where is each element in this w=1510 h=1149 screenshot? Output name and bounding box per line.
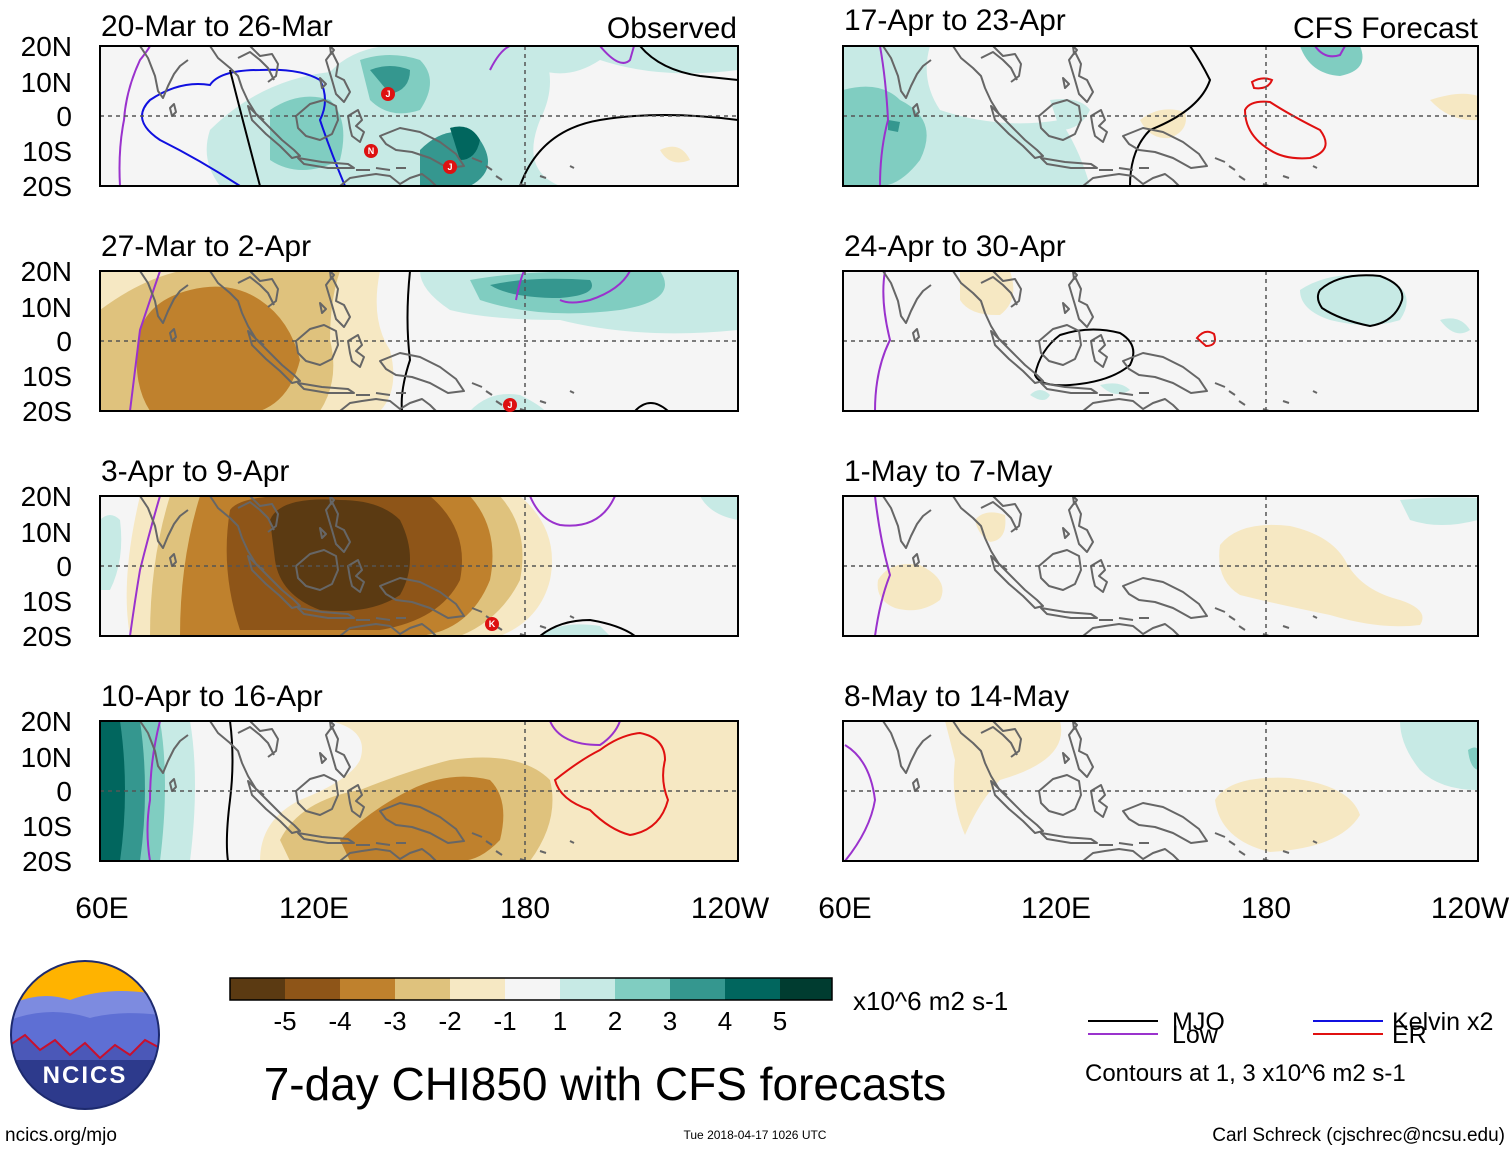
colorbar-swatch (670, 978, 725, 1000)
legend-er-label: ER (1392, 1021, 1427, 1049)
svg-text:120E: 120E (279, 892, 349, 925)
colorbar-swatch (395, 978, 450, 1000)
legend-kelvin-label: Kelvin x2 (1392, 1008, 1493, 1036)
svg-text:-1: -1 (493, 1006, 516, 1036)
colorbar-swatch (505, 978, 560, 1000)
panel-title-right-3: 1-May to 7-May (844, 455, 1052, 488)
svg-text:20N: 20N (21, 31, 72, 62)
panel-title-right-1: 17-Apr to 23-Apr (844, 4, 1066, 37)
legend-note: Contours at 1, 3 x10^6 m2 s-1 (1085, 1060, 1406, 1087)
panel-forecast-4 (842, 720, 1479, 862)
svg-text:J: J (385, 89, 390, 99)
legend: MJO Low Kelvin x2 ER Contours at 1, 3 x1… (1085, 1008, 1493, 1087)
panel-title-left-3: 3-Apr to 9-Apr (101, 455, 289, 488)
svg-text:20N: 20N (21, 256, 72, 287)
lat-labels-4: 20N 10N 0 10S 20S (21, 706, 72, 877)
panel-title-right-2: 24-Apr to 30-Apr (844, 230, 1066, 263)
svg-text:3: 3 (663, 1006, 677, 1036)
svg-text:5: 5 (773, 1006, 787, 1036)
footer-credit: Carl Schreck (cjschrec@ncsu.edu) (1212, 1125, 1505, 1146)
storm-marker: J (381, 87, 395, 101)
colorbar-swatch (285, 978, 340, 1000)
storm-marker: K (485, 617, 499, 631)
colorbar-swatch (560, 978, 615, 1000)
svg-text:20N: 20N (21, 706, 72, 737)
panel-title-left-2: 27-Mar to 2-Apr (101, 230, 311, 263)
svg-text:60E: 60E (818, 892, 871, 925)
svg-text:0: 0 (56, 101, 72, 132)
svg-text:10N: 10N (21, 67, 72, 98)
panel-forecast-1 (842, 45, 1479, 187)
svg-text:1: 1 (553, 1006, 567, 1036)
panel-observed-2 (99, 270, 739, 412)
colorbar-swatch (340, 978, 395, 1000)
panel-forecast-2 (842, 270, 1479, 412)
svg-text:120W: 120W (691, 892, 770, 925)
lat-labels-3: 20N 10N 0 10S 20S (21, 481, 72, 652)
legend-low-label: Low (1172, 1021, 1219, 1049)
panel-observed-4 (99, 720, 739, 862)
svg-text:10S: 10S (22, 586, 72, 617)
svg-text:-5: -5 (273, 1006, 296, 1036)
svg-text:20S: 20S (22, 171, 72, 202)
observed-label: Observed (607, 12, 737, 45)
svg-text:N: N (368, 146, 375, 156)
ncics-logo: NCICS (10, 960, 160, 1110)
svg-text:10N: 10N (21, 292, 72, 323)
svg-text:0: 0 (56, 551, 72, 582)
panel-title-right-4: 8-May to 14-May (844, 680, 1069, 713)
colorbar-swatch (780, 978, 832, 1000)
panel-observed-1 (99, 45, 739, 187)
storm-marker: N (364, 144, 378, 158)
footer-url: ncics.org/mjo (5, 1125, 117, 1146)
colorbar-swatch (615, 978, 670, 1000)
lon-labels-left: 60E 120E 180 120W (75, 892, 770, 925)
svg-text:0: 0 (56, 776, 72, 807)
logo-text: NCICS (43, 1062, 128, 1089)
svg-text:20S: 20S (22, 846, 72, 877)
lon-labels-right: 60E 120E 180 120W (818, 892, 1510, 925)
storm-markers: J N J J K (364, 87, 517, 631)
colorbar-swatch (725, 978, 780, 1000)
svg-text:2: 2 (608, 1006, 622, 1036)
svg-text:J: J (507, 400, 512, 410)
panel-forecast-3 (842, 495, 1479, 637)
svg-text:-4: -4 (328, 1006, 351, 1036)
svg-text:0: 0 (56, 326, 72, 357)
svg-text:J: J (447, 162, 452, 172)
svg-text:10N: 10N (21, 517, 72, 548)
colorbar-swatch (230, 978, 285, 1000)
panel-observed-3 (99, 495, 739, 637)
svg-text:20S: 20S (22, 621, 72, 652)
svg-text:120E: 120E (1021, 892, 1091, 925)
svg-text:180: 180 (1241, 892, 1291, 925)
svg-text:180: 180 (500, 892, 550, 925)
svg-text:60E: 60E (75, 892, 128, 925)
svg-text:-3: -3 (383, 1006, 406, 1036)
forecast-label: CFS Forecast (1293, 12, 1479, 45)
storm-marker: J (443, 160, 457, 174)
svg-text:10S: 10S (22, 136, 72, 167)
colorbar-units: x10^6 m2 s-1 (853, 986, 1008, 1016)
colorbar: -5 -4 -3 -2 -1 1 2 3 4 5 x10^6 m2 s-1 (229, 977, 1008, 1036)
storm-marker: J (503, 398, 517, 412)
svg-text:120W: 120W (1431, 892, 1510, 925)
legend-mjo-label: MJO (1172, 1008, 1225, 1036)
svg-text:-2: -2 (438, 1006, 461, 1036)
lat-labels-1: 20N 10N 0 10S 20S (21, 31, 72, 202)
panel-title-left-4: 10-Apr to 16-Apr (101, 680, 323, 713)
svg-text:20S: 20S (22, 396, 72, 427)
svg-text:20N: 20N (21, 481, 72, 512)
svg-text:K: K (489, 619, 496, 629)
svg-text:10S: 10S (22, 811, 72, 842)
svg-text:10N: 10N (21, 742, 72, 773)
colorbar-swatch (450, 978, 505, 1000)
figure-title: 7-day CHI850 with CFS forecasts (264, 1058, 947, 1110)
footer-timestamp: Tue 2018-04-17 1026 UTC (684, 1128, 827, 1142)
svg-text:10S: 10S (22, 361, 72, 392)
svg-text:4: 4 (718, 1006, 732, 1036)
lat-labels-2: 20N 10N 0 10S 20S (21, 256, 72, 427)
panel-title-left-1: 20-Mar to 26-Mar (101, 10, 333, 43)
